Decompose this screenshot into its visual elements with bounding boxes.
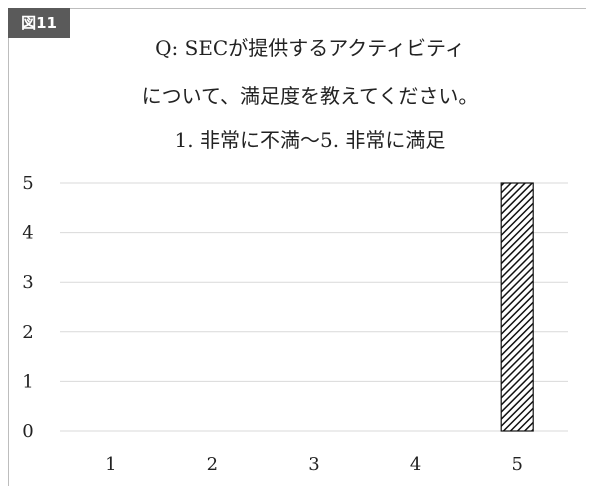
x-tick-label-5: 5: [511, 454, 522, 475]
x-tick-label-1: 1: [105, 454, 116, 475]
y-tick-label-4: 4: [22, 223, 33, 244]
y-tick-label-1: 1: [22, 371, 33, 392]
y-tick-label-2: 2: [22, 322, 33, 343]
grid-lines: [60, 182, 568, 432]
bar-5: [500, 182, 534, 432]
x-tick-label-2: 2: [207, 454, 218, 475]
x-tick-label-3: 3: [308, 454, 319, 475]
x-axis-ticks: 1 2 3 4 5: [105, 454, 523, 475]
chart-title-line-1: Q: SECが提供するアクティビティ: [155, 36, 465, 60]
x-tick-label-4: 4: [410, 454, 421, 475]
chart-title-line-3: 1. 非常に不満〜5. 非常に満足: [174, 128, 446, 152]
y-axis-ticks: 0 1 2 3 4 5: [22, 173, 33, 442]
figure-label: 図11: [8, 8, 70, 38]
bars: [500, 182, 534, 432]
chart-title-line-2: について、満足度を教えてください。: [141, 84, 479, 108]
y-tick-label-0: 0: [22, 421, 33, 442]
y-tick-label-3: 3: [22, 272, 33, 293]
figure-frame: [8, 8, 586, 486]
y-tick-label-5: 5: [22, 173, 33, 194]
